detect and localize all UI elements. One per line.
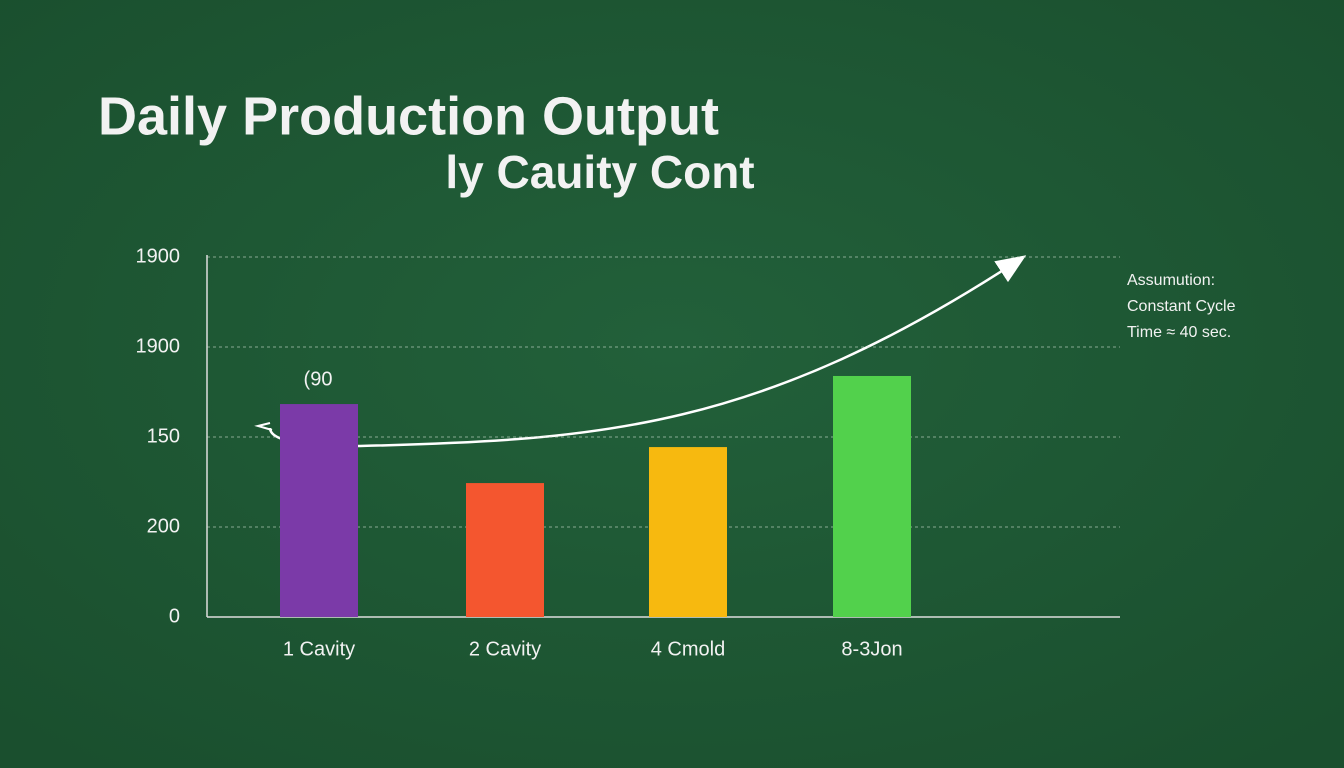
annotation: Constant Cycle [1127, 298, 1236, 315]
y-tick-label: 1900 [136, 335, 181, 357]
x-tick-label: 1 Cavity [283, 638, 355, 660]
x-tick-label: 2 Cavity [469, 638, 541, 660]
bar [833, 375, 911, 617]
y-tick-label: 200 [147, 515, 180, 537]
annotation: Assumution: [1127, 272, 1215, 289]
annotation: Time ≈ 40 sec. [1127, 324, 1231, 341]
bar [649, 447, 727, 617]
x-tick-label: 8-3Jon [841, 638, 902, 660]
x-tick-label: 4 Cmold [651, 638, 725, 660]
y-tick-label: 1900 [136, 245, 181, 267]
bar [280, 404, 358, 617]
bar [466, 483, 544, 617]
chart-title: Daily Production Output [98, 86, 719, 146]
chart-subtitle: ly Cauity Cont [445, 146, 754, 198]
y-tick-label: 0 [169, 605, 180, 627]
y-tick-label: 150 [147, 425, 180, 447]
arrow-tail [254, 422, 273, 431]
annotation: (90 [304, 368, 333, 390]
